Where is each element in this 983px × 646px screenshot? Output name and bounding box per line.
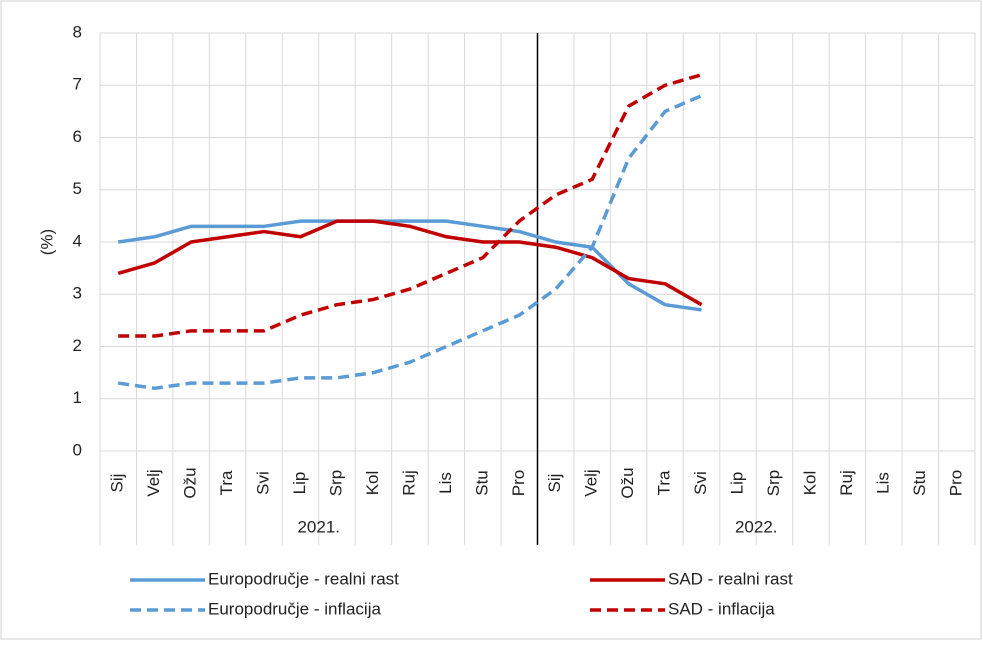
y-tick-label: 4 (73, 231, 82, 250)
x-tick-label: Velj (582, 469, 601, 496)
y-tick-label: 7 (73, 75, 82, 94)
series-line (117, 94, 703, 391)
x-tick-label: Ruj (837, 470, 856, 496)
x-tick-label: Srp (326, 470, 345, 496)
x-tick-label: Lis (436, 472, 455, 494)
x-tick-label: Kol (800, 471, 819, 496)
x-tick-label: Tra (655, 470, 674, 495)
x-tick-label: Lip (728, 472, 747, 495)
x-tick-label: Svi (691, 471, 710, 495)
legend-label: SAD - realni rast (668, 569, 793, 588)
x-tick-label: Svi (254, 471, 273, 495)
y-axis-label: (%) (37, 229, 56, 255)
x-tick-label: Tra (217, 470, 236, 495)
y-tick-label: 1 (73, 388, 82, 407)
y-tick-label: 2 (73, 336, 82, 355)
x-tick-label: Lip (290, 472, 309, 495)
x-tick-label: Stu (472, 470, 491, 496)
x-tick-label: Ruj (399, 470, 418, 496)
x-tick-label: Stu (910, 470, 929, 496)
x-tick-label: Pro (509, 470, 528, 496)
series-line (118, 73, 703, 338)
legend-label: Europodručje - realni rast (208, 569, 399, 588)
x-tick-label: Lis (873, 472, 892, 494)
x-tick-label: Velj (144, 469, 163, 496)
y-tick-label: 3 (73, 284, 82, 303)
legend-label: Europodručje - inflacija (208, 599, 381, 618)
x-tick-label: Ožu (618, 467, 637, 498)
series-line (117, 219, 702, 312)
x-group-label: 2021. (297, 517, 340, 536)
x-tick-label: Pro (946, 470, 965, 496)
x-tick-label: Srp (764, 470, 783, 496)
x-tick-label: Ožu (181, 467, 200, 498)
legend-label: SAD - inflacija (668, 599, 775, 618)
x-tick-label: Kol (363, 471, 382, 496)
y-tick-label: 0 (73, 440, 82, 459)
x-tick-label: Sij (545, 474, 564, 493)
x-group-label: 2022. (735, 517, 778, 536)
y-tick-label: 6 (73, 127, 82, 146)
x-tick-label: Sij (108, 474, 127, 493)
y-tick-label: 5 (73, 179, 82, 198)
series-line (117, 219, 703, 307)
y-tick-label: 8 (73, 22, 82, 41)
